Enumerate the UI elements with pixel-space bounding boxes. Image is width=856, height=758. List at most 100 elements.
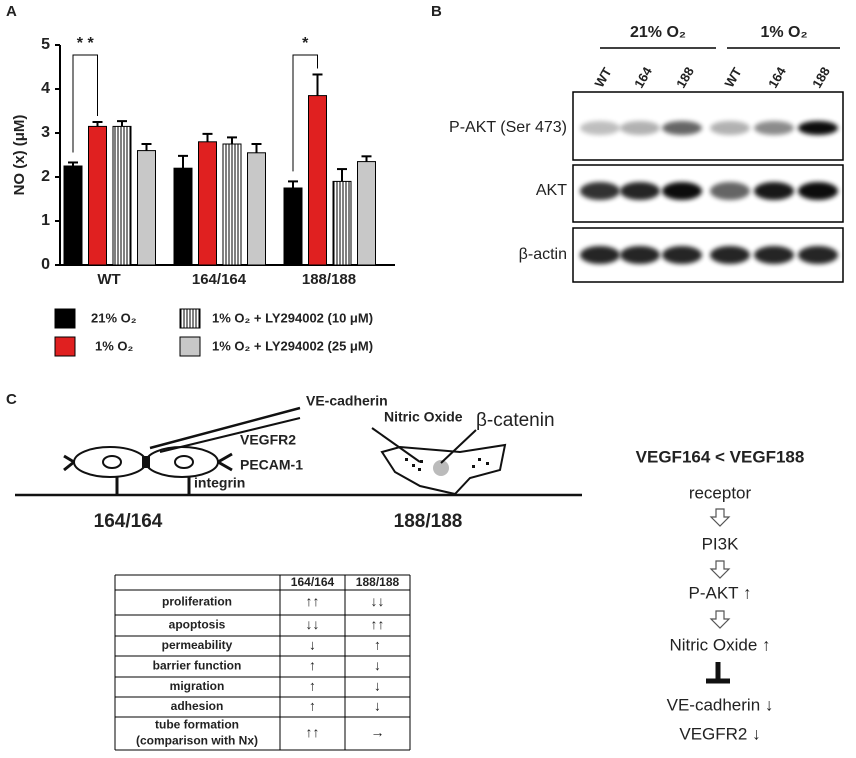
y-tick-label: 0 — [41, 256, 50, 273]
diagram-label: VE-cadherin — [306, 393, 388, 409]
x-tick-label: WT — [97, 271, 120, 288]
pathway-step: Nitric Oxide ↑ — [669, 635, 770, 654]
bar — [63, 165, 83, 266]
table-row-sublabel: (comparison with Nx) — [136, 734, 258, 748]
table-cell: ↑↑ — [371, 616, 385, 632]
table-cell: ↓↓ — [371, 593, 385, 609]
bar — [137, 150, 156, 266]
table-row-label: proliferation — [162, 595, 232, 609]
group-label: 21% O₂ — [630, 24, 686, 41]
bar — [332, 180, 352, 266]
significance-bracket — [292, 54, 318, 172]
pathway-step: VEGFR2 ↓ — [679, 724, 760, 743]
blot-band — [754, 182, 794, 200]
lane-label: 164 — [765, 64, 789, 91]
blot-band — [710, 121, 750, 135]
blot-band — [620, 246, 660, 264]
legend-label: 1% O₂ + LY294002 (25 μM) — [212, 338, 373, 353]
blot-band — [580, 121, 620, 135]
table-row-label: barrier function — [153, 659, 242, 673]
group-label: 1% O₂ — [760, 24, 807, 41]
y-tick-label: 2 — [41, 168, 50, 185]
lane-label: WT — [722, 65, 745, 90]
pathway-step: PI3K — [702, 534, 740, 553]
y-tick-label: 3 — [41, 124, 50, 141]
blot-band — [798, 121, 838, 135]
blot-band — [798, 182, 838, 200]
diagram-label: Nitric Oxide — [384, 409, 463, 425]
pathway-step: VE-cadherin ↓ — [667, 695, 774, 714]
x-tick-label: 164/164 — [192, 271, 247, 288]
bar — [222, 143, 242, 266]
blot-row-label: P-AKT (Ser 473) — [449, 119, 567, 136]
blot-band — [662, 182, 702, 200]
table-row-label: tube formation — [155, 718, 239, 732]
inhibition — [706, 662, 730, 684]
table-cell: ↓ — [374, 698, 381, 714]
table-cell: ↓ — [374, 657, 381, 673]
y-tick-label: 1 — [41, 212, 50, 229]
lane-label: 188 — [673, 64, 697, 90]
diagram-label: integrin — [194, 475, 245, 491]
legend-swatch — [179, 336, 201, 357]
blot-band — [798, 246, 838, 264]
diagram-label: PECAM-1 — [240, 457, 303, 473]
y-axis-label: NO (x) (μM) — [11, 115, 28, 196]
table-cell: ↓ — [309, 637, 316, 653]
table-cell: ↓↓ — [306, 616, 320, 632]
table-header: 188/188 — [356, 575, 400, 589]
significance-bracket — [72, 54, 98, 153]
significance-label: * — [302, 35, 309, 52]
blot-band — [754, 246, 794, 264]
table-row-label: apoptosis — [169, 618, 226, 632]
blot-row-label: AKT — [536, 182, 567, 199]
blot-band — [710, 246, 750, 264]
table-cell: ↑↑ — [306, 593, 320, 609]
pathway-arrows — [709, 508, 731, 629]
bar — [357, 161, 376, 266]
bar — [88, 125, 107, 266]
x-tick-label: 188/188 — [302, 271, 356, 288]
table-cell: ↑ — [374, 637, 381, 653]
blot-band — [620, 182, 660, 200]
genotype-label: 188/188 — [394, 511, 463, 532]
legend-label: 1% O₂ + LY294002 (10 μM) — [212, 310, 373, 325]
lane-label: WT — [592, 65, 615, 90]
blot-band — [754, 121, 794, 135]
panel-label: B — [431, 3, 442, 20]
panel-label: A — [6, 3, 17, 20]
table-row-label: permeability — [162, 638, 233, 652]
y-tick-label: 4 — [41, 80, 50, 97]
bar — [247, 152, 266, 266]
bar — [198, 141, 217, 266]
table-cell: → — [371, 724, 385, 740]
table-cell: ↑ — [309, 657, 316, 673]
pathway-title: VEGF164 < VEGF188 — [636, 447, 805, 466]
panel-label: C — [6, 391, 17, 408]
table-cell: ↓ — [374, 678, 381, 694]
table-row-label: migration — [170, 679, 225, 693]
bar — [173, 167, 193, 266]
significance-label: * * — [77, 35, 95, 52]
lane-label: 188 — [809, 64, 833, 90]
bar — [308, 95, 327, 266]
pathway-step: P-AKT ↑ — [689, 583, 752, 602]
genotype-label: 164/164 — [94, 511, 163, 532]
legend-swatch — [179, 308, 201, 329]
legend-label: 21% O₂ — [91, 310, 137, 325]
diagram-shapes — [15, 406, 582, 497]
blot-band — [662, 121, 702, 135]
table-cell: ↑↑ — [306, 724, 320, 740]
table-header: 164/164 — [291, 575, 335, 589]
legend-swatch — [54, 308, 76, 329]
blot-band — [662, 246, 702, 264]
diagram-label: VEGFR2 — [240, 432, 296, 448]
table-cell: ↑ — [309, 678, 316, 694]
blot-band — [710, 182, 750, 200]
blot-band — [580, 246, 620, 264]
y-tick-label: 5 — [41, 36, 50, 53]
lane-label: 164 — [631, 64, 655, 91]
legend-swatch — [54, 336, 76, 357]
pathway-step: receptor — [689, 483, 752, 502]
